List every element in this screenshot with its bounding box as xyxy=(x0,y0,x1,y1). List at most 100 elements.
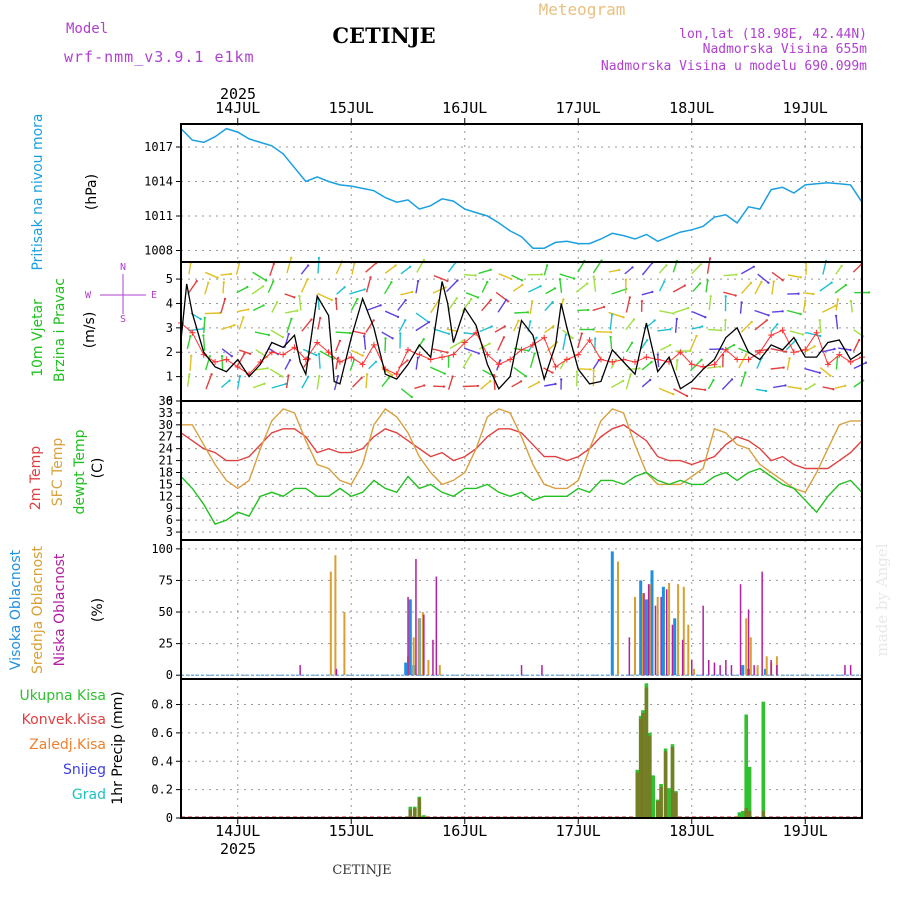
cloud-mid-bar xyxy=(693,668,695,676)
wind-arrow xyxy=(220,298,226,314)
day-label-bottom: 19JUL xyxy=(783,822,828,840)
wind-arrow xyxy=(738,347,749,354)
wind-arrowhead xyxy=(446,279,449,283)
wind-arrowhead xyxy=(281,335,284,339)
y-tick-label: 2 xyxy=(166,345,173,359)
wind-arrowhead xyxy=(587,308,590,312)
wind-arrow xyxy=(544,301,554,312)
precip-convective-bar xyxy=(408,809,413,818)
wind-arrowhead xyxy=(749,281,753,285)
wind-arrowhead xyxy=(261,285,265,288)
cloud-mid-bar xyxy=(427,660,430,676)
wind-arrowhead xyxy=(263,382,266,385)
cloud-low-bar xyxy=(435,576,438,676)
cloud-low-bar xyxy=(849,665,852,676)
wind-arrow xyxy=(463,347,480,355)
wind-arrowhead xyxy=(318,375,321,378)
cloud-low-bar xyxy=(739,584,742,676)
cloud-mid-bar xyxy=(412,637,415,676)
y-tick-label: 0.6 xyxy=(151,726,173,740)
wind-arrow xyxy=(544,325,554,334)
legend-hail: Grad xyxy=(72,787,106,803)
wind-gust-marker xyxy=(382,366,389,373)
wind-arrowhead xyxy=(308,357,311,360)
wind-arrowhead xyxy=(275,301,279,304)
wind-arrow xyxy=(300,265,309,275)
wind-gust-marker xyxy=(575,351,582,358)
sfc-temp-line xyxy=(181,407,862,494)
wind-arrow xyxy=(350,349,363,357)
cloud-mid-bar xyxy=(343,612,346,676)
wind-arrow xyxy=(368,361,377,370)
wind-arrow xyxy=(238,349,251,355)
wind-arrowhead xyxy=(343,286,346,289)
wind-arrowhead xyxy=(306,278,309,281)
wind-arrowhead xyxy=(708,257,712,260)
wind-arrow xyxy=(611,380,624,389)
cloud-low-bar xyxy=(520,665,523,676)
wind-arrowhead xyxy=(857,339,861,342)
precip-total-bar xyxy=(737,812,742,818)
wind-arrowhead xyxy=(521,283,524,287)
wind-arrow xyxy=(705,280,709,293)
compass-north: N xyxy=(120,262,126,273)
cloud-low-bar xyxy=(335,668,338,676)
cloud-low-bar xyxy=(643,593,645,676)
wind-arrow xyxy=(835,265,843,275)
wind-arrow xyxy=(543,265,548,276)
precip-convective-bar xyxy=(644,687,649,818)
wind-arrow xyxy=(400,388,413,398)
wind-arrow xyxy=(336,286,346,295)
wind-arrow xyxy=(365,277,372,293)
wind-arrow xyxy=(691,387,706,391)
wind-arrowhead xyxy=(447,332,451,335)
cloud-low-side-label: Niska Oblacnost xyxy=(52,553,68,666)
cloud-high-side-label: Visoka Oblacnost xyxy=(8,549,24,670)
wind-arrowhead xyxy=(456,279,459,282)
wind-arrow xyxy=(804,367,820,374)
wind-arrow xyxy=(269,263,275,277)
cloud-low-bar xyxy=(681,639,684,676)
day-label-top: 14JUL xyxy=(215,99,260,117)
wind-arrow xyxy=(543,367,553,374)
wind-arrowhead xyxy=(744,371,747,374)
cloud-mid-bar xyxy=(421,612,424,676)
wind-arrow xyxy=(446,280,458,293)
wind-arrow xyxy=(707,379,715,390)
wind-gust-marker xyxy=(518,346,525,353)
wind-arrow xyxy=(430,366,446,375)
wind-arrow xyxy=(853,362,867,370)
wind-arrow xyxy=(302,348,317,356)
wind-arrowhead xyxy=(784,384,787,387)
wind-arrow xyxy=(202,335,206,351)
wind-arrowhead xyxy=(369,276,372,279)
wind-arrowhead xyxy=(444,286,447,289)
wind-arrowhead xyxy=(361,354,364,357)
wind-arrowhead xyxy=(336,375,340,378)
cloud-low-bar xyxy=(628,637,631,676)
wind-arrowhead xyxy=(319,316,322,320)
wind-arrow xyxy=(383,281,393,295)
wind-arrowhead xyxy=(338,339,342,343)
wind-arrow xyxy=(708,296,712,311)
wind-arrow xyxy=(237,308,249,313)
wind-arrow xyxy=(802,292,814,295)
wind-arrow xyxy=(819,320,822,334)
wind-arrow xyxy=(285,310,298,314)
wind-arrowhead xyxy=(310,318,313,321)
wind-arrowhead xyxy=(632,318,636,321)
panel-frame-0 xyxy=(180,123,863,263)
wind-arrow xyxy=(593,276,597,292)
wind-arrowhead xyxy=(190,354,193,358)
wind-arrow xyxy=(400,266,411,275)
wind-arrowhead xyxy=(330,298,333,302)
wind-arrow xyxy=(852,339,860,352)
temp-unit-label: (C) xyxy=(90,458,106,479)
wind-arrowhead xyxy=(788,357,791,360)
wind-arrowhead xyxy=(781,310,784,313)
wind-arrow xyxy=(188,262,192,275)
y-tick-label: 50 xyxy=(159,605,173,619)
wind-arrow xyxy=(284,359,291,370)
cloud-low-bar xyxy=(671,624,674,676)
